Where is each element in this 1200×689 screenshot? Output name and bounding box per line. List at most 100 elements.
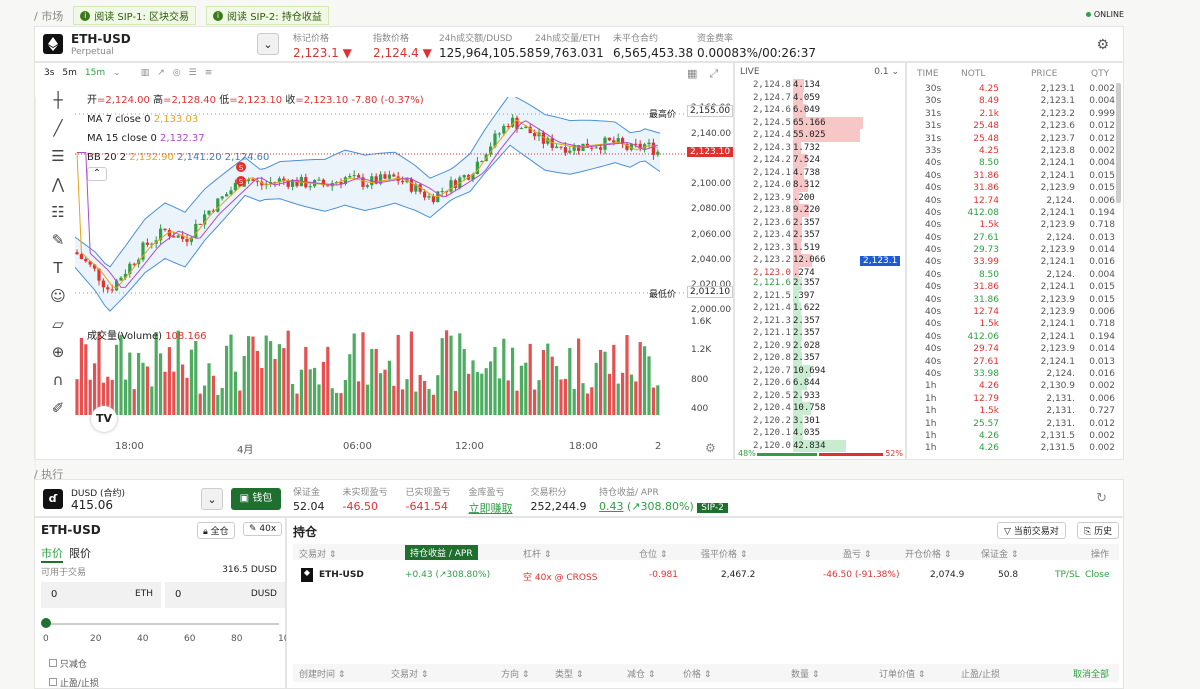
ask-row[interactable]: 2,124.0 8.312 [735, 179, 905, 192]
chart-settings-icon[interactable]: ⚙ [705, 441, 716, 455]
collapse-legend-button[interactable]: ⌃ [87, 167, 107, 181]
order-header[interactable]: 数量 ⇕ [791, 670, 820, 680]
tab-limit[interactable]: 限价 [69, 547, 91, 560]
header-yield[interactable]: 持仓收益 / APR [405, 545, 478, 560]
camera-icon[interactable]: ◎ [172, 68, 181, 78]
ask-row[interactable]: 2,124.5 65.166 [735, 116, 905, 129]
refresh-icon[interactable]: ↻ [1096, 491, 1107, 506]
chevron-down-icon[interactable]: ⌄ [113, 68, 121, 78]
bid-row[interactable]: 2,121.6 2.357 [735, 277, 905, 290]
trendline-icon[interactable]: ╱ [53, 119, 63, 137]
candle-type-icon[interactable]: ▥ [140, 68, 150, 78]
list-icon[interactable]: ≡ [204, 68, 213, 78]
ask-row[interactable]: 2,123.8 9.220 [735, 204, 905, 217]
interval-3s[interactable]: 3s [44, 68, 55, 78]
ask-row[interactable]: 2,124.4 55.025 [735, 129, 905, 142]
bid-row[interactable]: 2,120.6 6.844 [735, 377, 905, 390]
bid-row[interactable]: 2,120.5 2.933 [735, 389, 905, 402]
emoji-icon[interactable]: ☺ [50, 287, 66, 305]
ask-row[interactable]: 2,124.7 4.059 [735, 91, 905, 104]
ask-row[interactable]: 2,124.1 4.738 [735, 166, 905, 179]
ask-row[interactable]: 2,123.0.274 [735, 266, 905, 279]
sip1-link[interactable]: i 阅读 SIP-1: 区块交易 [73, 6, 197, 25]
tpsl-button[interactable]: TP/SL [1055, 570, 1080, 580]
margin-mode-button[interactable]: 🔒︎ 全仓 [197, 522, 235, 539]
position-row[interactable]: ◆ ETH-USD +0.43 (↗308.80%) 空 40x @ CROSS… [293, 566, 1119, 586]
price-chart[interactable]: SS [75, 97, 685, 427]
tab-market[interactable]: 市价 [41, 545, 63, 563]
settings-sliders-icon[interactable]: ☰ [188, 68, 197, 78]
magnet-icon[interactable]: ∩ [52, 371, 64, 389]
orderbook-step-select[interactable]: 0.1 ⌄ [874, 67, 899, 77]
order-header[interactable]: 价格 ⇕ [683, 670, 712, 680]
interval-5m[interactable]: 5m [62, 68, 77, 78]
account-dropdown-button[interactable]: ⌄ [201, 488, 223, 510]
sip2-link[interactable]: i 阅读 SIP-2: 持仓收益 [206, 6, 329, 25]
order-header[interactable]: 交易对 ⇕ [391, 670, 429, 680]
sell-marker[interactable] [236, 162, 246, 172]
bid-row[interactable]: 2,121.4 1.622 [735, 302, 905, 315]
ask-row[interactable]: 2,123.2 12.066 [735, 254, 905, 267]
bid-row[interactable]: 2,121.5.397 [735, 289, 905, 302]
ask-row[interactable]: 2,123.3 1.519 [735, 241, 905, 254]
bid-row[interactable]: 2,120.9 2.028 [735, 339, 905, 352]
sell-marker[interactable] [236, 176, 246, 186]
cancel-all-button[interactable]: 取消全部 [1073, 670, 1110, 680]
bid-row[interactable]: 2,121.3 2.357 [735, 314, 905, 327]
pattern-icon[interactable]: ⋀ [51, 175, 65, 193]
ruler-icon[interactable]: ▱ [52, 315, 64, 333]
calculator-icon[interactable]: ▦ [687, 67, 698, 80]
horizontal-lines-icon[interactable]: ☰ [51, 147, 65, 165]
settings-gear-icon[interactable]: ⚙ [1096, 37, 1109, 53]
ma7-legend[interactable]: MA 7 close 0 2,133.03 [87, 114, 199, 125]
slider-handle[interactable] [41, 618, 51, 628]
header-pair[interactable]: 交易对 ⇕ [299, 550, 337, 560]
ma15-legend[interactable]: MA 15 close 0 2,132.37 [87, 133, 205, 144]
qty-dusd-input[interactable]: 0 DUSD [165, 582, 285, 608]
bb-legend[interactable]: BB 20 2 2,132.90 2,141.20 2,124.60 [87, 152, 270, 163]
qty-eth-input[interactable]: 0 ETH [41, 582, 161, 608]
order-header[interactable]: 止盈/止损 [961, 670, 1001, 680]
fib-icon[interactable]: ☷ [51, 203, 65, 221]
indicator-icon[interactable]: ↗ [157, 68, 165, 78]
header-liq[interactable]: 强平价格 ⇕ [701, 550, 748, 560]
tpsl-checkbox[interactable]: 止盈/止损 [49, 676, 99, 689]
bid-row[interactable]: 2,120.2 3.301 [735, 414, 905, 427]
current-pair-filter-button[interactable]: ▽ 当前交易对 [997, 522, 1066, 539]
trades-scrollbar[interactable] [1116, 83, 1121, 203]
bid-row[interactable]: 2,120.7 10.694 [735, 364, 905, 377]
brush-icon[interactable]: ✎ [51, 231, 65, 249]
order-header[interactable]: 创建时间 ⇕ [299, 670, 346, 680]
lock-pen-icon[interactable]: ✐ [51, 399, 65, 417]
order-header[interactable]: 减仓 ⇕ [627, 670, 656, 680]
bid-row[interactable]: 2,121.1 2.357 [735, 327, 905, 340]
ask-row[interactable]: 2,124.8 4.134 [735, 79, 905, 92]
bid-row[interactable]: 2,120.8 2.357 [735, 352, 905, 365]
order-header[interactable]: 方向 ⇕ [501, 670, 530, 680]
order-header[interactable]: 订单价值 ⇕ [879, 670, 926, 680]
size-slider[interactable] [45, 623, 279, 625]
account-stat-value[interactable]: 立即赚取 [468, 502, 513, 515]
header-size[interactable]: 仓位 ⇕ [639, 550, 668, 560]
close-position-button[interactable]: Close [1085, 570, 1110, 580]
header-pnl[interactable]: 盈亏 ⇕ [843, 550, 872, 560]
leverage-button[interactable]: ✎ 40x [243, 522, 283, 536]
ask-row[interactable]: 2,124.2 7.524 [735, 154, 905, 167]
ask-row[interactable]: 2,123.4 2.357 [735, 229, 905, 242]
crosshair-icon[interactable]: ┼ [53, 91, 63, 109]
ask-row[interactable]: 2,124.3 1.732 [735, 141, 905, 154]
symbol-dropdown-button[interactable]: ⌄ [257, 33, 279, 55]
zoom-icon[interactable]: ⊕ [51, 343, 65, 361]
history-button[interactable]: ⎘ 历史 [1077, 522, 1120, 539]
order-header[interactable]: 类型 ⇕ [555, 670, 584, 680]
header-leverage[interactable]: 杠杆 ⇕ [523, 550, 552, 560]
header-entry[interactable]: 开仓价格 ⇕ [905, 550, 952, 560]
ask-row[interactable]: 2,124.6 6.049 [735, 104, 905, 117]
bid-row[interactable]: 2,120.4 10.758 [735, 402, 905, 415]
bid-row[interactable]: 2,120.1 4.035 [735, 427, 905, 440]
text-icon[interactable]: T [53, 259, 63, 277]
fullscreen-icon[interactable]: ⤢ [709, 67, 719, 80]
reduce-only-checkbox[interactable]: 只减仓 [49, 657, 87, 670]
ask-row[interactable]: 2,123.9.200 [735, 191, 905, 204]
bid-row[interactable]: 2,120.0 42.834 [735, 439, 905, 452]
